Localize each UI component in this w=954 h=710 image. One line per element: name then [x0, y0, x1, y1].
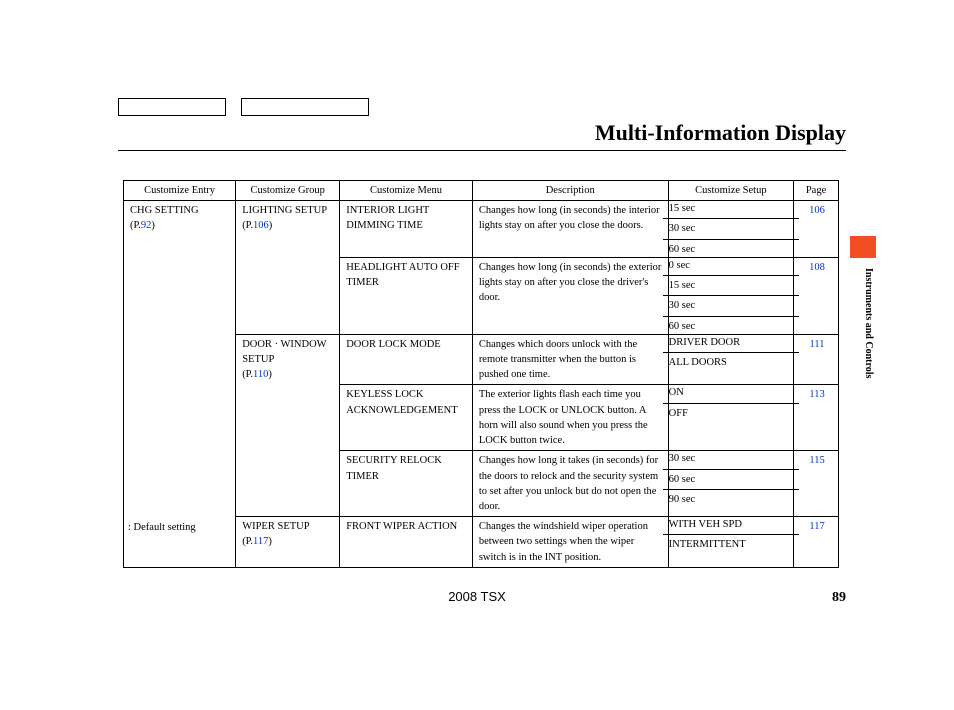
header-box-1	[118, 98, 226, 116]
cell-description: The exterior lights flash each time you …	[472, 385, 668, 451]
col-description: Description	[472, 181, 668, 201]
cell-customize-setup: 0 sec15 sec30 sec60 sec	[668, 257, 793, 334]
cell-customize-group: WIPER SETUP(P.117)	[236, 517, 340, 568]
col-customize-setup: Customize Setup	[668, 181, 793, 201]
col-page: Page	[794, 181, 839, 201]
cell-customize-menu: FRONT WIPER ACTION	[340, 517, 473, 568]
cell-description: Changes how long (in seconds) the exteri…	[472, 257, 668, 334]
cell-customize-setup: ONOFF	[668, 385, 793, 451]
cell-customize-menu: SECURITY RELOCKTIMER	[340, 451, 473, 517]
page-link[interactable]: 117	[809, 521, 824, 532]
cell-customize-group: DOOR · WINDOWSETUP(P.110)	[236, 334, 340, 516]
cell-customize-menu: HEADLIGHT AUTO OFFTIMER	[340, 257, 473, 334]
page-link[interactable]: 117	[253, 536, 268, 547]
cell-page: 115	[794, 451, 839, 517]
cell-description: Changes the windshield wiper operation b…	[472, 517, 668, 568]
cell-customize-setup: 30 sec60 sec90 sec	[668, 451, 793, 517]
col-customize-menu: Customize Menu	[340, 181, 473, 201]
cell-page: 106	[794, 201, 839, 258]
cell-page: 111	[794, 334, 839, 385]
footer-page-number: 89	[832, 590, 846, 606]
cell-description: Changes how long (in seconds) the interi…	[472, 201, 668, 258]
page-title: Multi-Information Display	[118, 120, 846, 146]
section-color-tab	[850, 236, 876, 258]
page-link[interactable]: 108	[809, 262, 825, 273]
page-link[interactable]: 111	[810, 339, 825, 350]
settings-table: Customize Entry Customize Group Customiz…	[123, 180, 839, 568]
page-link[interactable]: 92	[141, 220, 152, 231]
footer-model-year: 2008 TSX	[0, 589, 954, 604]
cell-customize-menu: INTERIOR LIGHTDIMMING TIME	[340, 201, 473, 258]
page-link[interactable]: 115	[809, 455, 824, 466]
cell-customize-menu: DOOR LOCK MODE	[340, 334, 473, 385]
col-customize-group: Customize Group	[236, 181, 340, 201]
section-vertical-label: Instruments and Controls	[854, 268, 874, 378]
header-box-2	[241, 98, 369, 116]
table-header-row: Customize Entry Customize Group Customiz…	[124, 181, 839, 201]
cell-description: Changes which doors unlock with the remo…	[472, 334, 668, 385]
default-setting-note: : Default setting	[128, 522, 196, 533]
table-row: CHG SETTING(P.92)LIGHTING SETUP(P.106)IN…	[124, 201, 839, 258]
page-link[interactable]: 106	[809, 205, 825, 216]
cell-customize-group: LIGHTING SETUP(P.106)	[236, 201, 340, 335]
cell-customize-entry: CHG SETTING(P.92)	[124, 201, 236, 568]
cell-page: 108	[794, 257, 839, 334]
col-customize-entry: Customize Entry	[124, 181, 236, 201]
page-link[interactable]: 106	[253, 220, 269, 231]
cell-customize-menu: KEYLESS LOCKACKNOWLEDGEMENT	[340, 385, 473, 451]
cell-customize-setup: 15 sec30 sec60 sec	[668, 201, 793, 258]
cell-customize-setup: DRIVER DOORALL DOORS	[668, 334, 793, 385]
cell-customize-setup: WITH VEH SPDINTERMITTENT	[668, 517, 793, 568]
cell-description: Changes how long it takes (in seconds) f…	[472, 451, 668, 517]
page-link[interactable]: 110	[253, 369, 268, 380]
header-empty-boxes	[118, 98, 369, 116]
cell-page: 117	[794, 517, 839, 568]
page-link[interactable]: 113	[809, 389, 824, 400]
cell-page: 113	[794, 385, 839, 451]
